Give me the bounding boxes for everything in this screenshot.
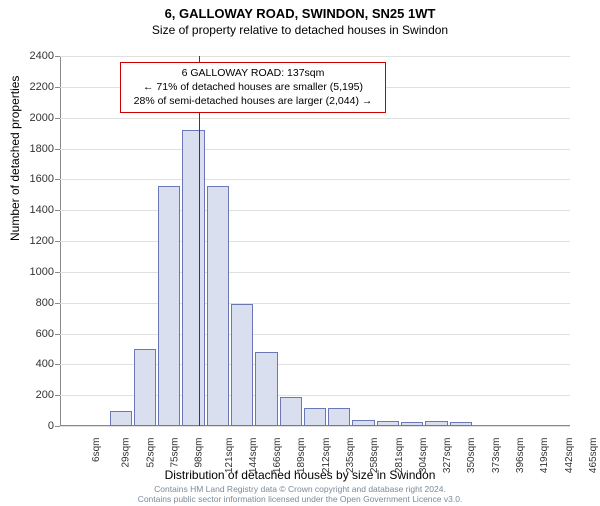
histogram-bar bbox=[280, 397, 302, 426]
x-tick-label: 6sqm bbox=[91, 438, 102, 462]
y-tick-label: 400 bbox=[14, 358, 54, 370]
grid-line bbox=[60, 426, 570, 427]
x-tick-label: 166sqm bbox=[272, 438, 283, 474]
histogram-bar bbox=[182, 130, 204, 426]
x-tick-label: 419sqm bbox=[539, 438, 550, 474]
x-tick-label: 235sqm bbox=[345, 438, 356, 474]
grid-line bbox=[60, 303, 570, 304]
histogram-bar bbox=[352, 420, 374, 426]
grid-line bbox=[60, 179, 570, 180]
histogram-bar bbox=[158, 186, 180, 427]
y-tick bbox=[55, 426, 60, 427]
y-tick-label: 1000 bbox=[14, 266, 54, 278]
x-tick-label: 304sqm bbox=[418, 438, 429, 474]
x-tick-label: 327sqm bbox=[442, 438, 453, 474]
x-tick-label: 465sqm bbox=[588, 438, 599, 474]
y-tick-label: 2000 bbox=[14, 112, 54, 124]
plot-area: 6 GALLOWAY ROAD: 137sqm← 71% of detached… bbox=[60, 56, 570, 426]
y-tick-label: 1400 bbox=[14, 204, 54, 216]
grid-line bbox=[60, 241, 570, 242]
y-tick-label: 600 bbox=[14, 328, 54, 340]
x-tick-label: 281sqm bbox=[394, 438, 405, 474]
chart-container: 6, GALLOWAY ROAD, SWINDON, SN25 1WT Size… bbox=[0, 6, 600, 506]
grid-line bbox=[60, 334, 570, 335]
histogram-bar bbox=[450, 422, 472, 426]
y-tick-label: 2200 bbox=[14, 81, 54, 93]
y-tick bbox=[55, 364, 60, 365]
grid-line bbox=[60, 272, 570, 273]
grid-line bbox=[60, 118, 570, 119]
y-tick-label: 800 bbox=[14, 297, 54, 309]
histogram-bar bbox=[304, 408, 326, 427]
y-tick bbox=[55, 241, 60, 242]
x-tick-label: 212sqm bbox=[321, 438, 332, 474]
x-tick-label: 350sqm bbox=[467, 438, 478, 474]
x-tick-label: 189sqm bbox=[297, 438, 308, 474]
grid-line bbox=[60, 149, 570, 150]
y-tick-label: 1800 bbox=[14, 143, 54, 155]
x-tick-label: 75sqm bbox=[170, 438, 181, 468]
y-tick bbox=[55, 210, 60, 211]
y-tick bbox=[55, 395, 60, 396]
annotation-box: 6 GALLOWAY ROAD: 137sqm← 71% of detached… bbox=[120, 62, 386, 113]
x-tick-label: 98sqm bbox=[194, 438, 205, 468]
y-tick-label: 2400 bbox=[14, 50, 54, 62]
x-tick-label: 442sqm bbox=[564, 438, 575, 474]
y-tick bbox=[55, 149, 60, 150]
page-subtitle: Size of property relative to detached ho… bbox=[0, 23, 600, 37]
x-tick-label: 396sqm bbox=[515, 438, 526, 474]
y-tick bbox=[55, 118, 60, 119]
histogram-bar bbox=[425, 421, 447, 426]
x-tick-label: 144sqm bbox=[248, 438, 259, 474]
x-tick-label: 52sqm bbox=[145, 438, 156, 468]
annotation-line: 28% of semi-detached houses are larger (… bbox=[127, 94, 379, 108]
y-axis-label: Number of detached properties bbox=[8, 76, 22, 241]
y-tick bbox=[55, 334, 60, 335]
histogram-bar bbox=[110, 411, 132, 426]
y-tick-label: 1200 bbox=[14, 235, 54, 247]
y-tick-label: 0 bbox=[14, 420, 54, 432]
x-tick-label: 373sqm bbox=[491, 438, 502, 474]
y-tick bbox=[55, 56, 60, 57]
histogram-bar bbox=[207, 186, 229, 427]
page-title: 6, GALLOWAY ROAD, SWINDON, SN25 1WT bbox=[0, 6, 600, 21]
y-tick bbox=[55, 272, 60, 273]
x-tick-label: 258sqm bbox=[369, 438, 380, 474]
histogram-bar bbox=[231, 304, 253, 426]
y-tick-label: 200 bbox=[14, 389, 54, 401]
y-tick bbox=[55, 179, 60, 180]
footer-text: Contains HM Land Registry data © Crown c… bbox=[0, 484, 600, 504]
grid-line bbox=[60, 210, 570, 211]
footer-line-2: Contains public sector information licen… bbox=[138, 494, 463, 504]
annotation-line: 6 GALLOWAY ROAD: 137sqm bbox=[127, 66, 379, 80]
histogram-bar bbox=[134, 349, 156, 426]
x-tick-label: 121sqm bbox=[224, 438, 235, 474]
histogram-bar bbox=[377, 421, 399, 426]
y-tick bbox=[55, 87, 60, 88]
histogram-bar bbox=[328, 408, 350, 427]
histogram-bar bbox=[401, 422, 423, 426]
x-tick-label: 29sqm bbox=[121, 438, 132, 468]
footer-line-1: Contains HM Land Registry data © Crown c… bbox=[154, 484, 446, 494]
histogram-bar bbox=[255, 352, 277, 426]
annotation-line: ← 71% of detached houses are smaller (5,… bbox=[127, 80, 379, 94]
y-tick bbox=[55, 303, 60, 304]
grid-line bbox=[60, 56, 570, 57]
y-tick-label: 1600 bbox=[14, 173, 54, 185]
